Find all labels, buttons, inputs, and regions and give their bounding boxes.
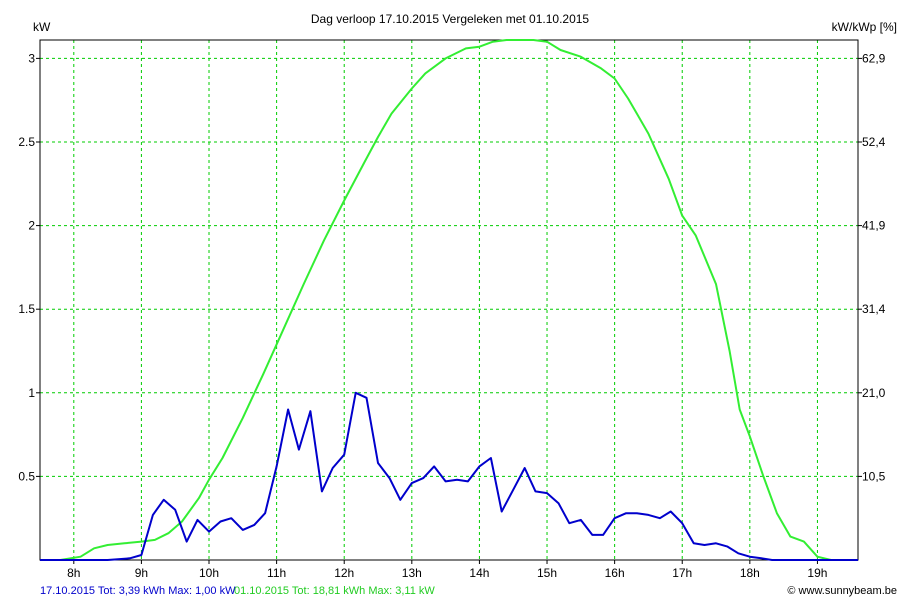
chart-title: Dag verloop 17.10.2015 Vergeleken met 01…	[311, 12, 590, 26]
grid	[40, 40, 858, 560]
series-line-01-10-2015	[40, 39, 858, 561]
y-tick-label-left: 3	[28, 51, 35, 65]
legend-series-1: 17.10.2015 Tot: 3,39 kWh Max: 1,00 kW	[40, 585, 236, 597]
y-tick-label-left: 2.5	[18, 135, 35, 149]
x-tick-label: 16h	[605, 566, 625, 580]
x-tick-label: 12h	[334, 566, 354, 580]
x-tick-label: 9h	[135, 566, 148, 580]
x-tick-label: 10h	[199, 566, 219, 580]
x-tick-label: 13h	[402, 566, 422, 580]
plot-frame	[39, 39, 859, 561]
x-tick-label: 19h	[807, 566, 827, 580]
x-tick-label: 18h	[740, 566, 760, 580]
x-tick-label: 15h	[537, 566, 557, 580]
y-tick-label-left: 1.5	[18, 302, 35, 316]
tick-labels: 8h 9h 10h 11h 12h 13h 14h 15h 16h 17h 18h 19h 0.5 1 1.…	[18, 51, 885, 580]
y-tick-label-right: 31,4	[862, 302, 886, 316]
y-axis-right-label: kW/kWp [%]	[832, 20, 897, 34]
y-tick-label-left: 2	[28, 219, 35, 233]
x-tick-label: 8h	[67, 566, 80, 580]
y-tick-label-right: 62,9	[862, 51, 886, 65]
watermark: © www.sunnybeam.be	[787, 585, 897, 597]
series-line-17-10-2015	[40, 391, 858, 561]
y-tick-label-left: 0.5	[18, 469, 35, 483]
y-tick-label-right: 10,5	[862, 469, 886, 483]
x-tick-label: 17h	[672, 566, 692, 580]
legend-series-2: 01.10.2015 Tot: 18,81 kWh Max: 3,11 kW	[234, 585, 435, 597]
y-tick-label-left: 1	[28, 386, 35, 400]
x-tick-label: 14h	[469, 566, 489, 580]
y-tick-label-right: 41,9	[862, 219, 886, 233]
y-axis-left-label: kW	[33, 20, 51, 34]
series-lines	[40, 39, 858, 561]
y-tick-label-right: 21,0	[862, 386, 886, 400]
y-tick-label-right: 52,4	[862, 135, 886, 149]
x-tick-label: 11h	[267, 566, 286, 580]
